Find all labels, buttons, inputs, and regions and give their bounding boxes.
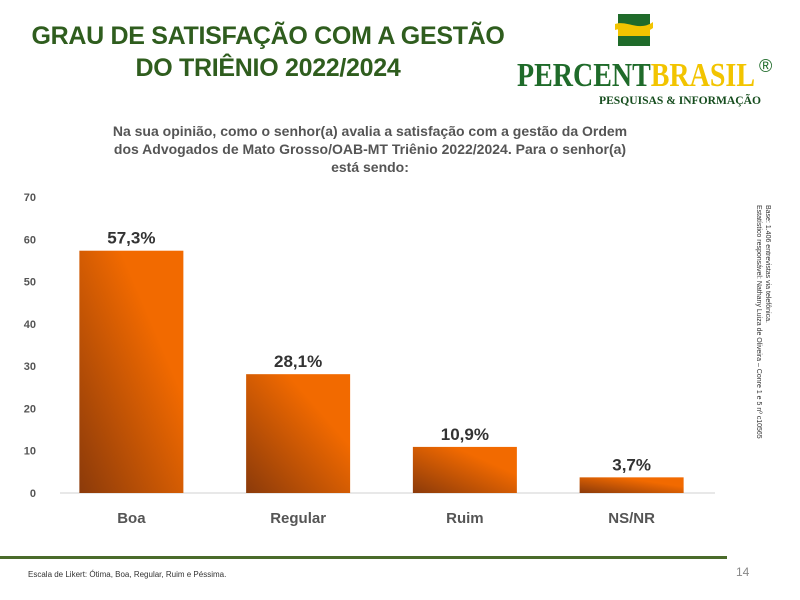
y-tick-label: 20 xyxy=(24,403,36,415)
bar-ruim xyxy=(412,446,517,493)
data-label-ruim: 10,9% xyxy=(441,425,489,444)
y-tick-label: 40 xyxy=(24,319,36,331)
logo-brand-brasil: BRASIL xyxy=(651,57,755,94)
y-axis-tick-labels: 0 10 20 30 40 50 60 70 xyxy=(24,192,36,500)
logo-brand-text: PERCENTBRASIL xyxy=(517,57,755,94)
data-label-ns-nr: 3,7% xyxy=(612,455,651,474)
title-line-1: GRAU DE SATISFAÇÃO COM A GESTÃO xyxy=(31,22,505,50)
page-number: 14 xyxy=(736,565,750,579)
methodology-note: Base: 1.406 entrevistas via telefônica. … xyxy=(752,205,772,495)
question-line-1: Na sua opinião, como o senhor(a) avalia … xyxy=(112,123,628,139)
y-tick-label: 30 xyxy=(24,361,36,373)
logo-registered-mark: ® xyxy=(759,56,772,76)
question-line-3: está sendo: xyxy=(331,159,409,175)
data-labels-group: 57,3% 28,1% 10,9% 3,7% xyxy=(107,229,651,475)
logo-yellow-bar xyxy=(618,28,650,36)
methodology-base: Base: 1.406 entrevistas via telefônica. xyxy=(764,205,771,323)
footer-divider xyxy=(0,556,727,559)
bars-group xyxy=(79,250,684,493)
logo-brand-percent: PERCENT xyxy=(517,57,651,94)
bar-regular xyxy=(246,374,351,493)
survey-question: Na sua opinião, como o senhor(a) avalia … xyxy=(80,122,660,176)
bar-ns-nr xyxy=(579,477,684,493)
y-tick-label: 0 xyxy=(30,488,36,500)
data-label-boa: 57,3% xyxy=(107,229,155,248)
y-tick-label: 70 xyxy=(24,192,36,204)
y-tick-label: 60 xyxy=(24,234,36,246)
x-axis-tick-labels: Boa Regular Ruim NS/NR xyxy=(117,510,655,527)
methodology-statistician: Estatístico responsável: Nathany Luiza d… xyxy=(755,205,762,439)
x-tick-label-ns-nr: NS/NR xyxy=(608,510,655,527)
data-label-regular: 28,1% xyxy=(274,352,322,371)
logo-tagline: PESQUISAS & INFORMAÇÃO xyxy=(599,93,761,107)
x-tick-label-regular: Regular xyxy=(270,510,326,527)
bar-boa xyxy=(79,250,184,493)
satisfaction-bar-chart: 0 10 20 30 40 50 60 70 57,3% 28,1% 10,9% 3,7% Boa R… xyxy=(24,192,715,527)
y-tick-label: 10 xyxy=(24,446,36,458)
question-line-2: dos Advogados de Mato Grosso/OAB-MT Triê… xyxy=(113,141,627,157)
title-line-2: DO TRIÊNIO 2022/2024 xyxy=(135,54,401,82)
percentbrasil-logo: PERCENTBRASIL ® PESQUISAS & INFORMAÇÃO xyxy=(517,14,772,107)
y-tick-label: 50 xyxy=(24,277,36,289)
x-tick-label-boa: Boa xyxy=(117,510,146,527)
x-tick-label-ruim: Ruim xyxy=(446,510,484,527)
page-title: GRAU DE SATISFAÇÃO COM A GESTÃO DO TRIÊN… xyxy=(18,20,518,84)
likert-scale-note: Escala de Likert: Ótima, Boa, Regular, R… xyxy=(28,570,227,579)
